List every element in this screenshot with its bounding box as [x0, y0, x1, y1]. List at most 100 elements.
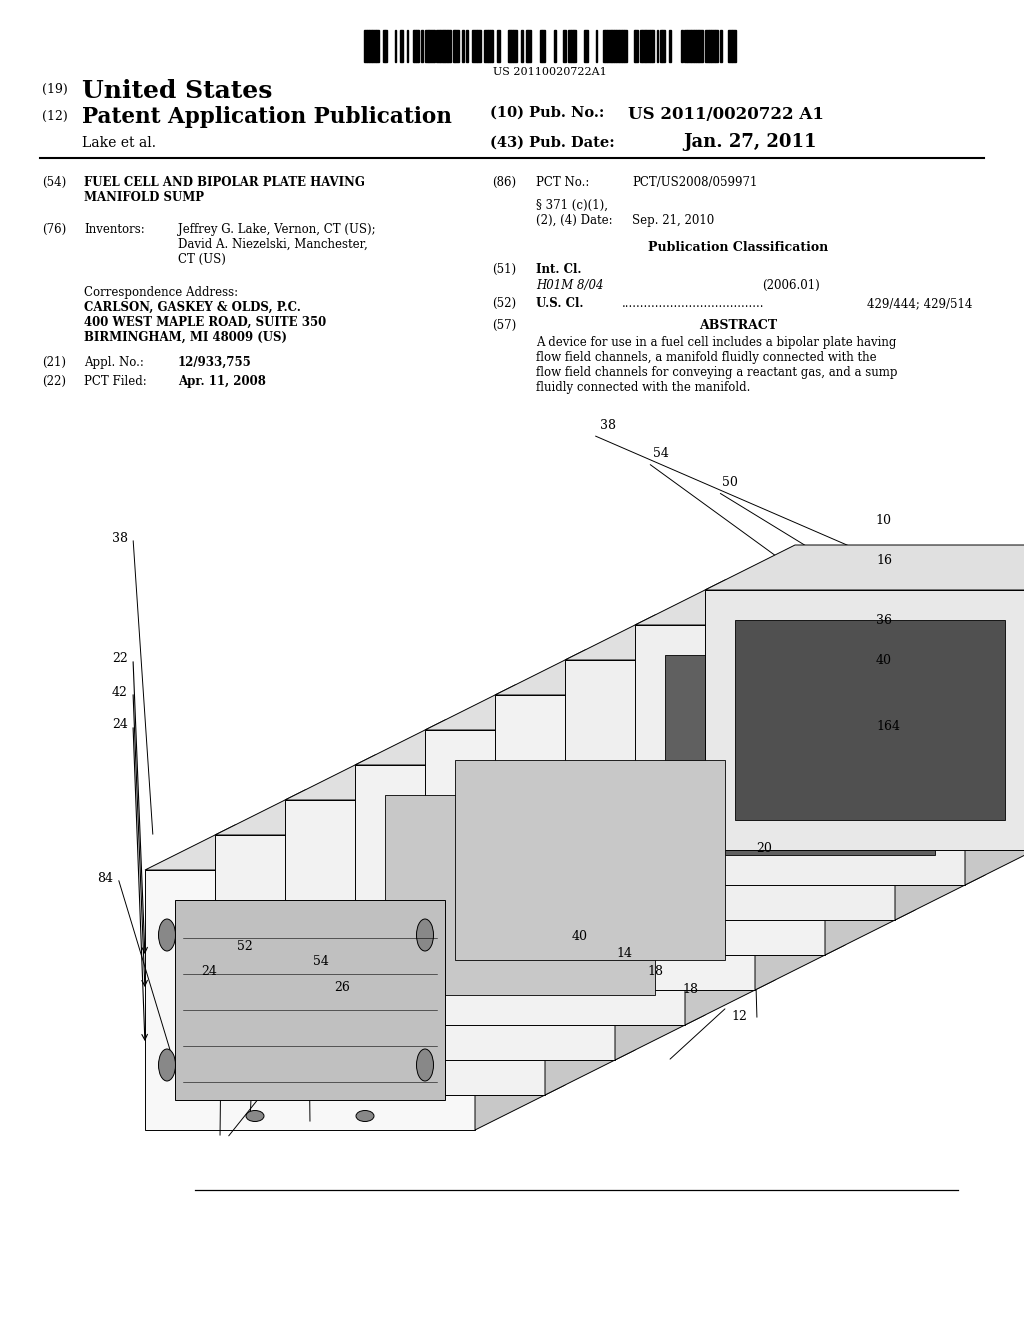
Text: 12/933,755: 12/933,755: [178, 356, 252, 370]
Text: 429/444; 429/514: 429/444; 429/514: [866, 297, 972, 310]
Bar: [455, 30, 456, 62]
Bar: [413, 30, 414, 62]
Bar: [573, 30, 574, 62]
Bar: [681, 30, 683, 62]
Text: 26: 26: [334, 981, 350, 994]
Polygon shape: [895, 615, 985, 920]
Text: flow field channels for conveying a reactant gas, and a sump: flow field channels for conveying a reac…: [536, 366, 897, 379]
Ellipse shape: [417, 919, 433, 950]
Bar: [584, 30, 588, 62]
Bar: [527, 30, 528, 62]
Bar: [416, 30, 418, 62]
Text: United States: United States: [82, 79, 272, 103]
Bar: [443, 30, 444, 62]
Text: (12): (12): [42, 110, 68, 123]
Bar: [367, 30, 369, 62]
Bar: [449, 30, 450, 62]
Polygon shape: [825, 649, 915, 954]
Bar: [447, 30, 449, 62]
Bar: [455, 760, 725, 960]
Bar: [728, 30, 732, 62]
Ellipse shape: [159, 919, 175, 950]
Text: Patent Application Publication: Patent Application Publication: [82, 106, 452, 128]
Bar: [624, 30, 627, 62]
Ellipse shape: [356, 1110, 374, 1122]
Text: 20: 20: [756, 842, 772, 854]
Text: 164: 164: [876, 721, 900, 734]
Bar: [651, 30, 653, 62]
Bar: [540, 30, 543, 62]
Bar: [513, 30, 517, 62]
Text: MANIFOLD SUMP: MANIFOLD SUMP: [84, 191, 204, 205]
Polygon shape: [705, 590, 1024, 850]
Bar: [699, 30, 703, 62]
Bar: [574, 30, 577, 62]
Bar: [490, 30, 492, 62]
Text: (19): (19): [42, 83, 68, 96]
Polygon shape: [615, 755, 705, 1060]
Bar: [365, 30, 367, 62]
Bar: [659, 30, 663, 62]
Text: 50: 50: [722, 477, 738, 488]
Bar: [383, 30, 385, 62]
Bar: [563, 30, 565, 62]
Bar: [646, 30, 650, 62]
Polygon shape: [425, 730, 755, 990]
Text: PCT No.:: PCT No.:: [536, 176, 590, 189]
Text: 54: 54: [313, 954, 329, 968]
Text: US 2011/0020722 A1: US 2011/0020722 A1: [628, 106, 824, 123]
Bar: [444, 30, 447, 62]
Text: § 371 (c)(1),: § 371 (c)(1),: [536, 199, 608, 213]
Text: (43) Pub. Date:: (43) Pub. Date:: [490, 136, 614, 150]
Text: FUEL CELL AND BIPOLAR PLATE HAVING: FUEL CELL AND BIPOLAR PLATE HAVING: [84, 176, 365, 189]
Bar: [612, 30, 614, 62]
Text: ......................................: ......................................: [622, 297, 765, 310]
Text: (2006.01): (2006.01): [762, 279, 820, 292]
Bar: [440, 30, 442, 62]
Bar: [698, 30, 699, 62]
Polygon shape: [285, 800, 615, 1060]
Bar: [369, 30, 372, 62]
Bar: [483, 30, 487, 62]
Text: Apr. 11, 2008: Apr. 11, 2008: [178, 375, 266, 388]
Bar: [414, 30, 416, 62]
Polygon shape: [355, 719, 775, 766]
Bar: [663, 30, 665, 62]
Bar: [635, 30, 638, 62]
Polygon shape: [545, 789, 635, 1096]
Text: Appl. No.:: Appl. No.:: [84, 356, 144, 370]
Bar: [693, 30, 696, 62]
Text: Int. Cl.: Int. Cl.: [536, 263, 582, 276]
Bar: [709, 30, 712, 62]
Polygon shape: [635, 624, 965, 884]
Bar: [716, 30, 718, 62]
Bar: [696, 30, 698, 62]
Text: (57): (57): [492, 319, 516, 333]
Bar: [568, 30, 570, 62]
Text: BIRMINGHAM, MI 48009 (US): BIRMINGHAM, MI 48009 (US): [84, 331, 287, 345]
Text: (10) Pub. No.:: (10) Pub. No.:: [490, 106, 604, 120]
Text: 400 WEST MAPLE ROAD, SUITE 350: 400 WEST MAPLE ROAD, SUITE 350: [84, 315, 327, 329]
Text: Publication Classification: Publication Classification: [648, 242, 828, 253]
Polygon shape: [215, 836, 545, 1096]
Text: (86): (86): [492, 176, 516, 189]
Bar: [650, 30, 651, 62]
Text: 18: 18: [647, 965, 663, 978]
Text: flow field channels, a manifold fluidly connected with the: flow field channels, a manifold fluidly …: [536, 351, 877, 364]
Text: (22): (22): [42, 375, 66, 388]
Text: 14: 14: [616, 946, 632, 960]
Bar: [705, 30, 709, 62]
Text: Inventors:: Inventors:: [84, 223, 144, 236]
Bar: [656, 30, 657, 62]
Bar: [618, 30, 622, 62]
Bar: [510, 30, 511, 62]
Text: 38: 38: [600, 418, 616, 432]
Bar: [476, 30, 481, 62]
Bar: [472, 30, 476, 62]
Bar: [732, 30, 736, 62]
Polygon shape: [145, 870, 475, 1130]
Bar: [408, 30, 409, 62]
Bar: [611, 30, 612, 62]
Bar: [691, 30, 693, 62]
Text: H01M 8/04: H01M 8/04: [536, 279, 603, 292]
